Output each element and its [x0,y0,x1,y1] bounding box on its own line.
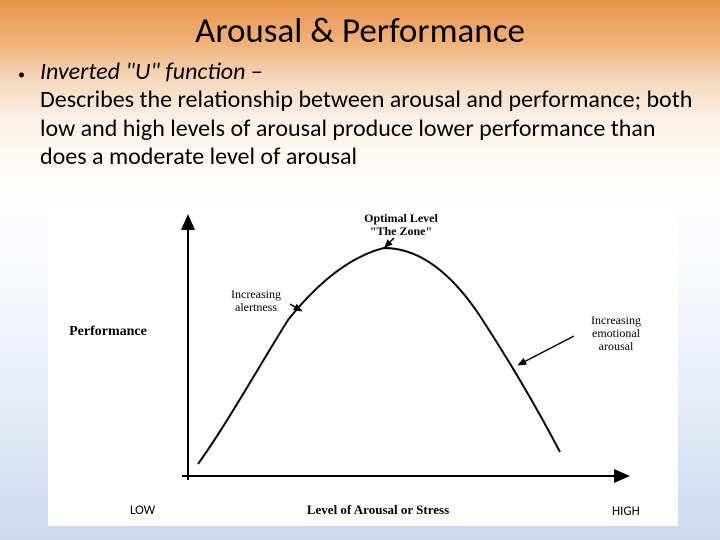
bullet-dash: – [245,57,262,86]
inverted-u-curve [198,248,560,464]
label-high: HIGH [612,504,640,519]
bullet-lead: Inverted "U" function [40,57,245,86]
label-performance: Performance [58,324,158,340]
chart-svg [48,206,678,526]
label-xaxis: Level of Arousal or Stress [278,502,478,518]
bullet-body: Describes the relationship between arous… [40,85,692,171]
pointer-optimal [386,238,394,246]
pointer-emotional [520,336,574,364]
bullet-marker: • [18,67,25,84]
label-low: LOW [130,503,155,518]
label-emotional: Increasing emotional arousal [576,314,656,354]
bullet-text: • Inverted "U" function – Describes the … [0,58,720,171]
label-optimal: Optimal Level "The Zone" [341,212,461,238]
label-alertness: Increasing alertness [216,288,296,314]
page-title: Arousal & Performance [0,0,720,58]
inverted-u-chart: Optimal Level "The Zone" Increasing aler… [48,206,678,526]
